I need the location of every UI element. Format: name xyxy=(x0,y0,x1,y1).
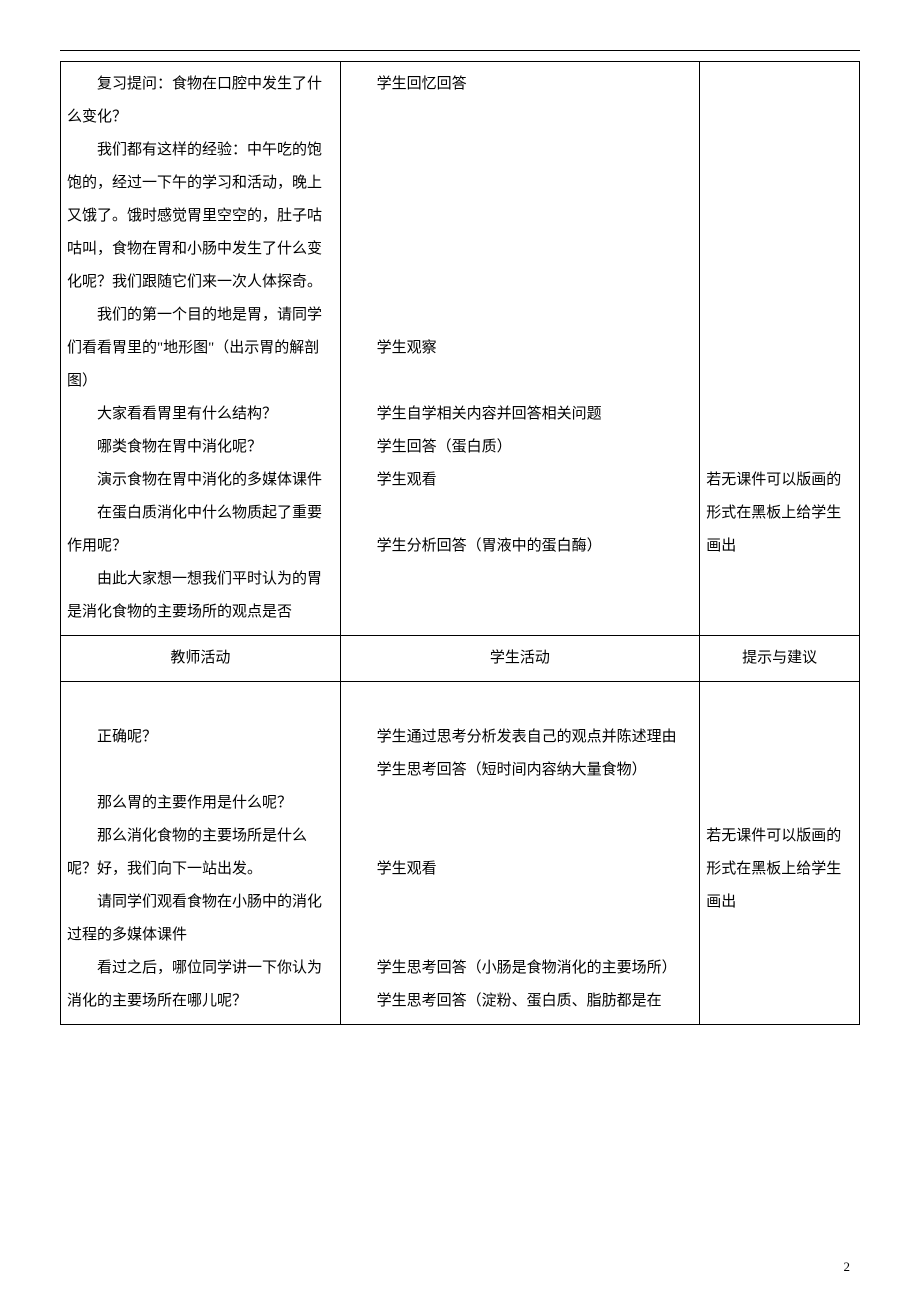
teacher-para: 复习提问：食物在口腔中发生了什么变化？ xyxy=(67,68,334,134)
blank-line xyxy=(347,820,694,853)
header-note: 提示与建议 xyxy=(700,636,860,682)
student-para: 学生观看 xyxy=(347,853,694,886)
teacher-para: 那么胃的主要作用是什么呢？ xyxy=(67,787,334,820)
table-header-row: 教师活动 学生活动 提示与建议 xyxy=(61,636,860,682)
student-para: 学生观察 xyxy=(347,332,694,365)
student-para: 学生自学相关内容并回答相关问题 xyxy=(347,398,694,431)
note-para: 若无课件可以版画的形式在黑板上给学生画出 xyxy=(706,464,853,563)
blank-line xyxy=(347,787,694,820)
blank-line xyxy=(67,754,334,787)
blank-line xyxy=(706,233,853,266)
blank-line xyxy=(347,101,694,134)
teacher-para: 正确呢？ xyxy=(67,721,334,754)
blank-line xyxy=(347,134,694,167)
header-teacher: 教师活动 xyxy=(61,636,341,682)
teacher-para: 请同学们观看食物在小肠中的消化过程的多媒体课件 xyxy=(67,886,334,952)
student-para: 学生思考回答（短时间内容纳大量食物） xyxy=(347,754,694,787)
note-para: 若无课件可以版画的形式在黑板上给学生画出 xyxy=(706,820,853,919)
student-para: 学生回忆回答 xyxy=(347,68,694,101)
student-para: 学生通过思考分析发表自己的观点并陈述理由 xyxy=(347,721,694,754)
header-student: 学生活动 xyxy=(340,636,700,682)
teacher-para: 在蛋白质消化中什么物质起了重要作用呢？ xyxy=(67,497,334,563)
page-number: 2 xyxy=(844,1253,851,1282)
teacher-para: 演示食物在胃中消化的多媒体课件 xyxy=(67,464,334,497)
blank-line xyxy=(67,688,334,721)
blank-line xyxy=(706,266,853,299)
blank-line xyxy=(347,167,694,200)
blank-line xyxy=(347,919,694,952)
student-para: 学生分析回答（胃液中的蛋白酶） xyxy=(347,530,694,563)
blank-line xyxy=(347,688,694,721)
student-para: 学生思考回答（小肠是食物消化的主要场所） xyxy=(347,952,694,985)
teacher-para: 哪类食物在胃中消化呢？ xyxy=(67,431,334,464)
student-para: 学生思考回答（淀粉、蛋白质、脂肪都是在 xyxy=(347,985,694,1018)
teacher-para: 我们都有这样的经验：中午吃的饱饱的，经过一下午的学习和活动，晚上又饿了。饿时感觉… xyxy=(67,134,334,299)
student-para: 学生观看 xyxy=(347,464,694,497)
lesson-table: 复习提问：食物在口腔中发生了什么变化？ 我们都有这样的经验：中午吃的饱饱的，经过… xyxy=(60,61,860,1025)
blank-line xyxy=(347,200,694,233)
blank-line xyxy=(706,68,853,101)
blank-line xyxy=(347,233,694,266)
note-cell: 若无课件可以版画的形式在黑板上给学生画出 xyxy=(700,682,860,1025)
page-container: 复习提问：食物在口腔中发生了什么变化？ 我们都有这样的经验：中午吃的饱饱的，经过… xyxy=(0,0,920,1302)
teacher-para: 大家看看胃里有什么结构？ xyxy=(67,398,334,431)
blank-line xyxy=(706,398,853,431)
blank-line xyxy=(347,299,694,332)
blank-line xyxy=(706,721,853,754)
blank-line xyxy=(706,688,853,721)
blank-line xyxy=(706,167,853,200)
student-cell: 学生回忆回答 学生观察 学生自学相关内容并回答相关问题 学生回答（蛋白质） 学生… xyxy=(340,62,700,636)
blank-line xyxy=(706,754,853,787)
blank-line xyxy=(347,886,694,919)
teacher-cell: 正确呢？ 那么胃的主要作用是什么呢？ 那么消化食物的主要场所是什么呢？好，我们向… xyxy=(61,682,341,1025)
blank-line xyxy=(706,365,853,398)
teacher-para: 我们的第一个目的地是胃，请同学们看看胃里的"地形图"（出示胃的解剖图） xyxy=(67,299,334,398)
teacher-para: 那么消化食物的主要场所是什么呢？好，我们向下一站出发。 xyxy=(67,820,334,886)
blank-line xyxy=(706,299,853,332)
table-row: 复习提问：食物在口腔中发生了什么变化？ 我们都有这样的经验：中午吃的饱饱的，经过… xyxy=(61,62,860,636)
student-para: 学生回答（蛋白质） xyxy=(347,431,694,464)
blank-line xyxy=(706,134,853,167)
blank-line xyxy=(706,101,853,134)
teacher-para: 看过之后，哪位同学讲一下你认为消化的主要场所在哪儿呢？ xyxy=(67,952,334,1018)
blank-line xyxy=(706,787,853,820)
blank-line xyxy=(347,266,694,299)
top-rule xyxy=(60,50,860,51)
blank-line xyxy=(347,365,694,398)
blank-line xyxy=(706,332,853,365)
blank-line xyxy=(706,200,853,233)
student-cell: 学生通过思考分析发表自己的观点并陈述理由 学生思考回答（短时间内容纳大量食物） … xyxy=(340,682,700,1025)
teacher-para: 由此大家想一想我们平时认为的胃是消化食物的主要场所的观点是否 xyxy=(67,563,334,629)
blank-line xyxy=(347,497,694,530)
note-cell: 若无课件可以版画的形式在黑板上给学生画出 xyxy=(700,62,860,636)
teacher-cell: 复习提问：食物在口腔中发生了什么变化？ 我们都有这样的经验：中午吃的饱饱的，经过… xyxy=(61,62,341,636)
blank-line xyxy=(706,431,853,464)
table-row: 正确呢？ 那么胃的主要作用是什么呢？ 那么消化食物的主要场所是什么呢？好，我们向… xyxy=(61,682,860,1025)
